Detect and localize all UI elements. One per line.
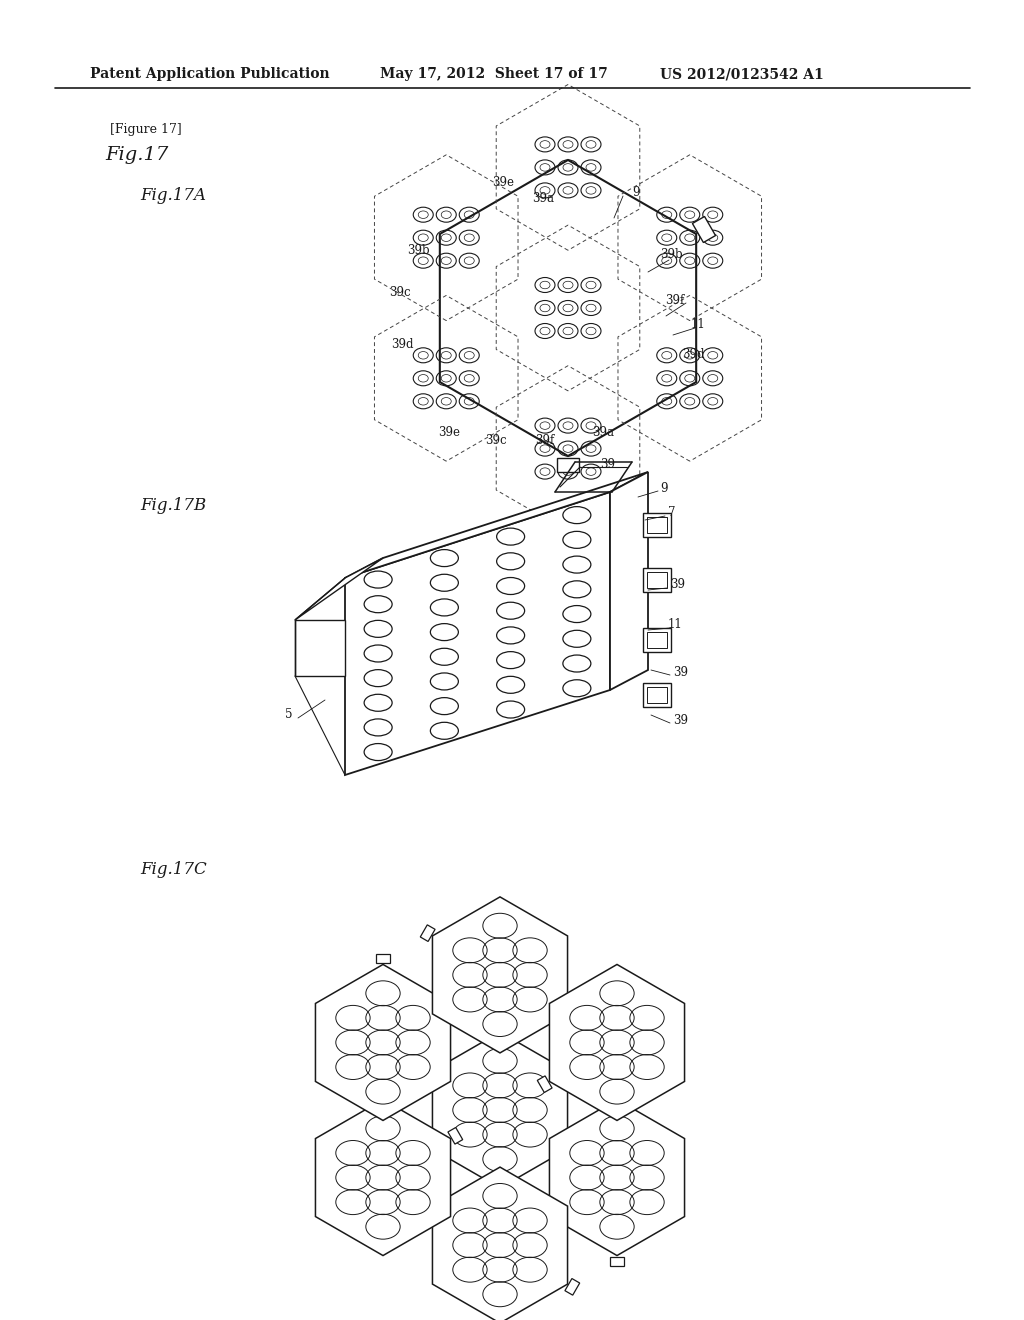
Polygon shape — [432, 1032, 567, 1188]
Polygon shape — [376, 954, 390, 964]
Text: 11: 11 — [690, 318, 706, 331]
Polygon shape — [647, 572, 667, 587]
Text: 39b: 39b — [659, 248, 682, 261]
Polygon shape — [643, 682, 671, 708]
Polygon shape — [420, 925, 435, 941]
Polygon shape — [647, 686, 667, 704]
Text: 39a: 39a — [592, 426, 614, 440]
Text: 39e: 39e — [492, 177, 514, 190]
Text: Fig.17C: Fig.17C — [140, 862, 207, 879]
Text: Fig.17: Fig.17 — [105, 147, 168, 164]
Polygon shape — [692, 216, 716, 243]
Polygon shape — [550, 1100, 685, 1255]
Text: [Figure 17]: [Figure 17] — [110, 124, 181, 136]
Text: 39: 39 — [670, 578, 685, 591]
Polygon shape — [432, 896, 567, 1053]
Text: 39: 39 — [673, 665, 688, 678]
Text: 39: 39 — [673, 714, 688, 726]
Polygon shape — [557, 458, 579, 473]
Polygon shape — [643, 513, 671, 537]
Text: 39: 39 — [600, 458, 615, 470]
Polygon shape — [315, 1100, 451, 1255]
Text: 39f: 39f — [536, 433, 555, 446]
Text: 39a: 39a — [532, 191, 554, 205]
Polygon shape — [643, 568, 671, 591]
Text: Fig.17B: Fig.17B — [140, 496, 206, 513]
Polygon shape — [565, 1279, 580, 1295]
Text: May 17, 2012  Sheet 17 of 17: May 17, 2012 Sheet 17 of 17 — [380, 67, 608, 81]
Polygon shape — [315, 965, 451, 1121]
Polygon shape — [647, 517, 667, 533]
Text: Patent Application Publication: Patent Application Publication — [90, 67, 330, 81]
Polygon shape — [295, 558, 383, 620]
Text: 39c: 39c — [485, 433, 507, 446]
Polygon shape — [432, 1167, 567, 1320]
Text: Fig.17A: Fig.17A — [140, 186, 206, 203]
Text: 39d: 39d — [682, 348, 705, 362]
Text: 39f: 39f — [666, 293, 685, 306]
Polygon shape — [447, 1127, 463, 1144]
Polygon shape — [610, 1257, 624, 1266]
Text: 9: 9 — [632, 186, 640, 199]
Polygon shape — [345, 473, 648, 578]
Text: 39b: 39b — [407, 243, 429, 256]
Polygon shape — [643, 628, 671, 652]
Text: 11: 11 — [668, 619, 683, 631]
Text: 39d: 39d — [391, 338, 414, 351]
Polygon shape — [610, 473, 648, 690]
Text: 5: 5 — [285, 709, 293, 722]
Text: 9: 9 — [660, 482, 668, 495]
Text: 39e: 39e — [438, 426, 460, 440]
Text: 39c: 39c — [389, 286, 411, 300]
Text: 7: 7 — [668, 507, 676, 520]
Text: US 2012/0123542 A1: US 2012/0123542 A1 — [660, 67, 823, 81]
Polygon shape — [538, 1076, 552, 1093]
Polygon shape — [345, 492, 610, 775]
Polygon shape — [647, 632, 667, 648]
Polygon shape — [550, 965, 685, 1121]
Polygon shape — [295, 620, 345, 676]
